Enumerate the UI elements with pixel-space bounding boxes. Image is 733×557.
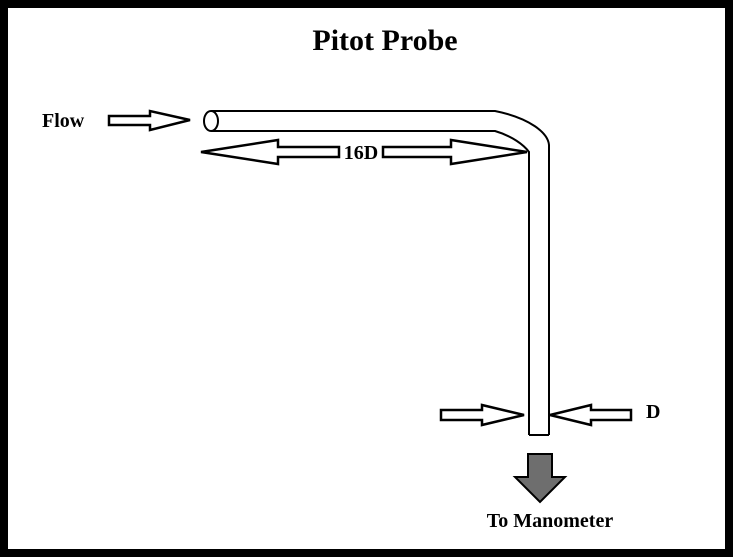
destination-label: To Manometer xyxy=(487,510,614,532)
length-arrow-right-icon xyxy=(381,138,528,166)
diagram-title: Pitot Probe xyxy=(312,24,457,57)
flow-label: Flow xyxy=(42,110,85,132)
diameter-arrow-left-icon xyxy=(439,403,525,427)
diagram-frame xyxy=(8,8,725,549)
tube-inner-wall xyxy=(211,130,530,435)
diameter-label: D xyxy=(646,401,660,423)
tube-inlet-opening xyxy=(203,110,219,132)
diameter-arrow-right-icon xyxy=(549,403,633,427)
length-arrow-left-icon xyxy=(200,138,341,166)
flow-arrow-icon xyxy=(107,109,191,132)
tube-outer-wall xyxy=(211,110,550,435)
length-label: 16D xyxy=(344,142,378,164)
outlet-arrow-down-icon xyxy=(512,453,568,504)
pitot-tube xyxy=(211,110,550,436)
